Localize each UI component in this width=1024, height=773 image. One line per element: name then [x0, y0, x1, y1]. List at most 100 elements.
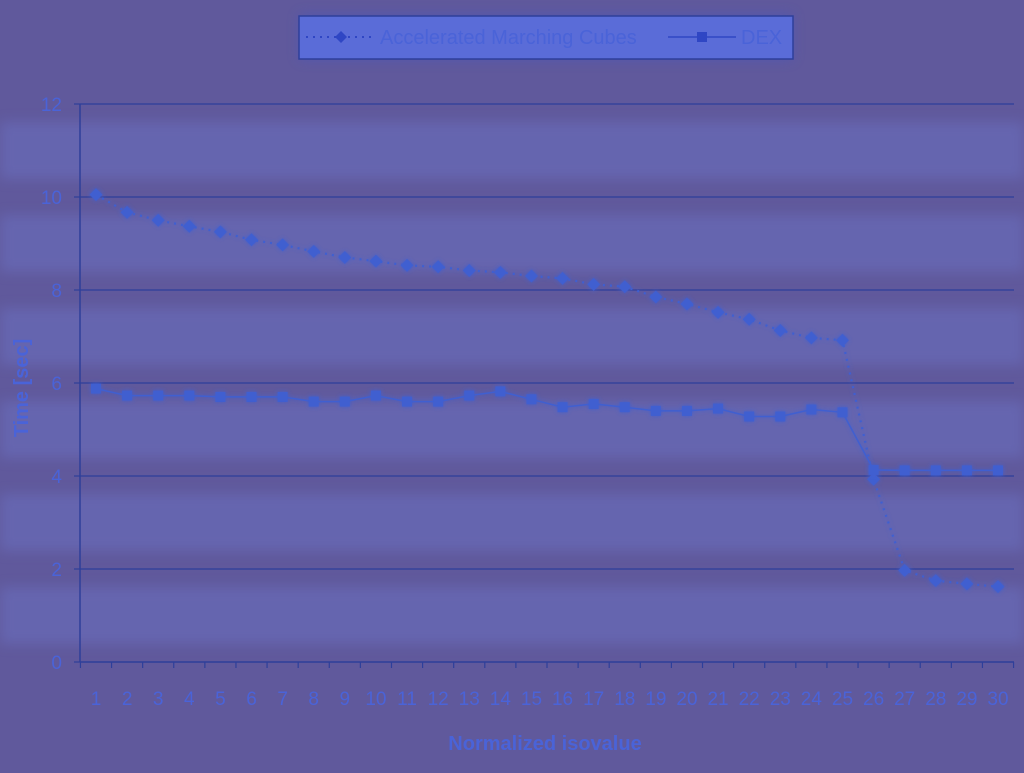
y-tick-label: 10 [41, 188, 62, 209]
square-marker-icon [697, 32, 707, 42]
x-tick-label: 28 [925, 689, 946, 710]
x-tick-label: 18 [614, 689, 635, 710]
data-point-square [930, 465, 941, 476]
data-point-square [402, 396, 413, 407]
data-point-diamond [867, 472, 881, 486]
data-point-diamond [89, 188, 103, 202]
data-point-square [619, 402, 630, 413]
data-point-diamond [120, 205, 134, 219]
data-point-diamond [338, 250, 352, 264]
data-point-square [806, 404, 817, 415]
data-point-square [215, 391, 226, 402]
data-point-diamond [742, 312, 756, 326]
data-point-square [370, 390, 381, 401]
axes [74, 103, 1015, 668]
x-tick-label: 19 [645, 689, 666, 710]
x-tick-label: 26 [863, 689, 884, 710]
data-point-square [899, 465, 910, 476]
x-tick-label: 29 [956, 689, 977, 710]
background-band [0, 122, 1024, 179]
data-point-square [308, 396, 319, 407]
data-point-square [837, 407, 848, 418]
data-point-diamond [182, 219, 196, 233]
background-band [0, 494, 1024, 551]
data-point-square [650, 405, 661, 416]
data-point-diamond [711, 305, 725, 319]
legend: Accelerated Marching Cubes DEX [298, 14, 794, 60]
series-amc [89, 188, 1005, 594]
data-point-square [993, 465, 1003, 476]
data-point-diamond [307, 244, 321, 258]
data-point-square [184, 390, 195, 401]
x-tick-label: 22 [739, 689, 760, 710]
data-point-diamond [245, 233, 259, 247]
x-axis-label: Normalized isovalue [448, 733, 641, 755]
series-dex [91, 383, 1003, 476]
x-tick-label: 7 [277, 689, 288, 710]
data-point-square [277, 391, 288, 402]
data-point-square [246, 391, 257, 402]
background-band [0, 401, 1024, 458]
x-tick-label: 23 [770, 689, 791, 710]
gridlines [80, 103, 1014, 570]
background-bands [0, 122, 1024, 644]
data-point-diamond [773, 323, 787, 337]
y-tick-labels: 0 2 4 6 8 10 12 [41, 95, 63, 674]
x-tick-label: 11 [397, 689, 417, 710]
legend-label-dex: DEX [741, 27, 782, 49]
data-point-diamond [960, 577, 974, 591]
x-tick-label: 9 [340, 689, 351, 710]
background-band [0, 215, 1024, 272]
x-tick-label: 27 [894, 689, 915, 710]
x-tick-label: 6 [246, 689, 257, 710]
data-point-diamond [462, 263, 476, 277]
data-point-square [91, 383, 101, 394]
data-point-square [557, 402, 568, 413]
data-point-diamond [400, 258, 414, 272]
data-point-square [339, 396, 350, 407]
data-point-diamond [618, 280, 632, 294]
x-tick-label: 5 [215, 689, 226, 710]
data-point-diamond [151, 213, 165, 227]
data-point-diamond [649, 290, 663, 304]
data-point-square [961, 465, 972, 476]
x-tick-label: 2 [122, 689, 133, 710]
legend-label-amc: Accelerated Marching Cubes [380, 27, 637, 49]
data-point-diamond [493, 265, 507, 279]
data-point-diamond [213, 225, 227, 239]
x-tick-label: 14 [490, 689, 512, 710]
data-point-diamond [524, 269, 538, 283]
x-tick-labels: 1 2 3 4 5 6 7 8 9 10 11 12 13 14 15 16 17 18 19 20 21 22 23 24 2… [91, 689, 1009, 710]
y-tick-label: 0 [51, 653, 62, 674]
data-point-square [495, 386, 506, 397]
data-point-square [464, 390, 475, 401]
x-tick-label: 15 [521, 689, 542, 710]
series-line [95, 387, 998, 472]
data-point-square [681, 405, 692, 416]
y-tick-label: 2 [51, 560, 62, 581]
x-tick-label: 17 [583, 689, 604, 710]
x-tick-label: 21 [707, 689, 728, 710]
y-tick-label: 12 [41, 95, 62, 116]
x-tick-label: 1 [91, 689, 102, 710]
data-point-diamond [587, 277, 601, 291]
data-point-square [122, 390, 133, 401]
x-tick-label: 13 [459, 689, 480, 710]
data-point-square [713, 403, 724, 414]
data-point-square [433, 396, 444, 407]
data-point-diamond [556, 271, 570, 285]
x-tick-label: 3 [153, 689, 164, 710]
y-tick-label: 6 [51, 374, 62, 395]
x-tick-label: 8 [308, 689, 319, 710]
x-tick-label: 20 [676, 689, 697, 710]
x-tick-label: 4 [184, 689, 195, 710]
data-point-diamond [898, 563, 912, 577]
x-tick-label: 16 [552, 689, 573, 710]
data-point-diamond [431, 260, 445, 274]
data-point-diamond [835, 333, 849, 347]
background-band [0, 587, 1024, 644]
x-tick-label: 25 [832, 689, 853, 710]
y-tick-label: 8 [51, 281, 62, 302]
